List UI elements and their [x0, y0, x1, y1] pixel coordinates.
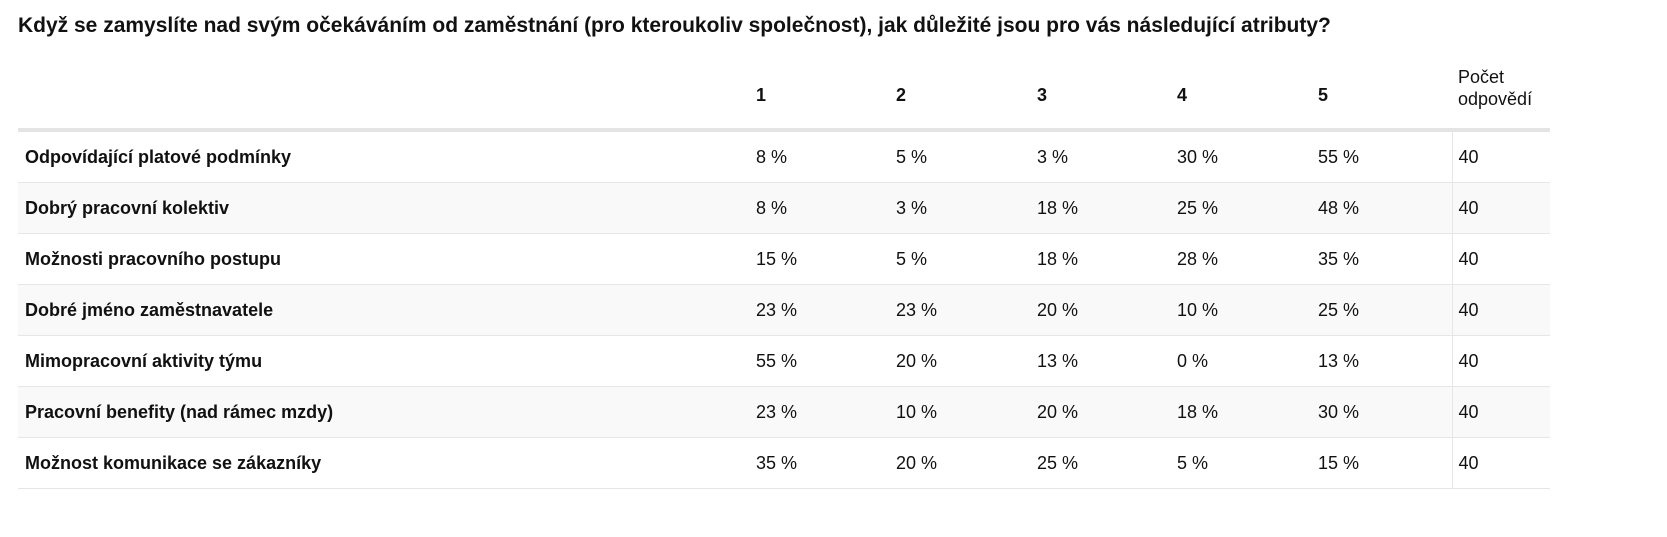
table-cell: 13 %: [1037, 335, 1177, 387]
table-row: Pracovní benefity (nad rámec mzdy) 23 % 10…: [18, 386, 1550, 438]
header-cell: 5: [1318, 62, 1452, 132]
table-cell: 25 %: [1318, 284, 1452, 336]
table-cell: 40: [1451, 437, 1550, 489]
table-cell: 40: [1451, 233, 1550, 285]
table-cell: 18 %: [1037, 182, 1177, 234]
header-cell: 3: [1037, 62, 1177, 132]
row-label: Možnosti pracovního postupu: [18, 233, 756, 285]
table-cell: 10 %: [896, 386, 1037, 438]
table-cell: 20 %: [896, 437, 1037, 489]
table-cell: 18 %: [1037, 233, 1177, 285]
table-cell: 15 %: [756, 233, 896, 285]
table-cell: 40: [1451, 182, 1550, 234]
table-cell: 15 %: [1318, 437, 1452, 489]
results-table: 1 2 3 4 5 Počet odpovědí Odpovídající platové…: [18, 62, 1550, 489]
table-cell: 23 %: [756, 386, 896, 438]
table-cell: 30 %: [1318, 386, 1452, 438]
table-cell: 23 %: [756, 284, 896, 336]
table-cell: 5 %: [896, 130, 1037, 183]
table-cell: 23 %: [896, 284, 1037, 336]
table-cell: 28 %: [1177, 233, 1318, 285]
header-cell: 1: [756, 62, 896, 132]
table-cell: 18 %: [1177, 386, 1318, 438]
table-cell: 55 %: [756, 335, 896, 387]
header-cell: Počet odpovědí: [1452, 62, 1550, 132]
row-label: Dobrý pracovní kolektiv: [18, 182, 756, 234]
table-cell: 0 %: [1177, 335, 1318, 387]
table-row: Možnost komunikace se zákazníky 35 % 20 % 2…: [18, 437, 1550, 489]
table-cell: 40: [1451, 335, 1550, 387]
row-label: Možnost komunikace se zákazníky: [18, 437, 756, 489]
table-cell: 20 %: [896, 335, 1037, 387]
row-label: Mimopracovní aktivity týmu: [18, 335, 756, 387]
table-cell: 20 %: [1037, 386, 1177, 438]
table-cell: 48 %: [1318, 182, 1452, 234]
table-body: Odpovídající platové podmínky 8 % 5 % 3 % 30…: [18, 130, 1550, 489]
table-row: Dobré jméno zaměstnavatele 23 % 23 % 20 % 10…: [18, 284, 1550, 336]
table-cell: 3 %: [896, 182, 1037, 234]
header-row: 1 2 3 4 5 Počet odpovědí: [18, 62, 1550, 132]
table-cell: 3 %: [1037, 130, 1177, 183]
table-cell: 40: [1451, 284, 1550, 336]
table-cell: 8 %: [756, 182, 896, 234]
table-cell: 40: [1451, 386, 1550, 438]
table-cell: 5 %: [896, 233, 1037, 285]
table-cell: 20 %: [1037, 284, 1177, 336]
row-label: Odpovídající platové podmínky: [18, 130, 756, 183]
table-cell: 13 %: [1318, 335, 1452, 387]
table-row: Mimopracovní aktivity týmu 55 % 20 % 13 % 0 …: [18, 335, 1550, 387]
table-cell: 5 %: [1177, 437, 1318, 489]
table-cell: 8 %: [756, 130, 896, 183]
table-cell: 30 %: [1177, 130, 1318, 183]
table-cell: 40: [1451, 130, 1550, 183]
table-cell: 25 %: [1177, 182, 1318, 234]
table-cell: 35 %: [1318, 233, 1452, 285]
question-title: Když se zamyslíte nad svým očekáváním od…: [18, 14, 1331, 37]
header-cell: 2: [896, 62, 1037, 132]
table-cell: 55 %: [1318, 130, 1452, 183]
header-cell: [18, 62, 756, 132]
table-row: Možnosti pracovního postupu 15 % 5 % 18 % 28…: [18, 233, 1550, 285]
table-cell: 35 %: [756, 437, 896, 489]
row-label: Pracovní benefity (nad rámec mzdy): [18, 386, 756, 438]
table-row: Dobrý pracovní kolektiv 8 % 3 % 18 % 25 % 48 …: [18, 182, 1550, 234]
header-cell: 4: [1177, 62, 1318, 132]
table-row: Odpovídající platové podmínky 8 % 5 % 3 % 30…: [18, 130, 1550, 183]
table-cell: 25 %: [1037, 437, 1177, 489]
table-cell: 10 %: [1177, 284, 1318, 336]
row-label: Dobré jméno zaměstnavatele: [18, 284, 756, 336]
